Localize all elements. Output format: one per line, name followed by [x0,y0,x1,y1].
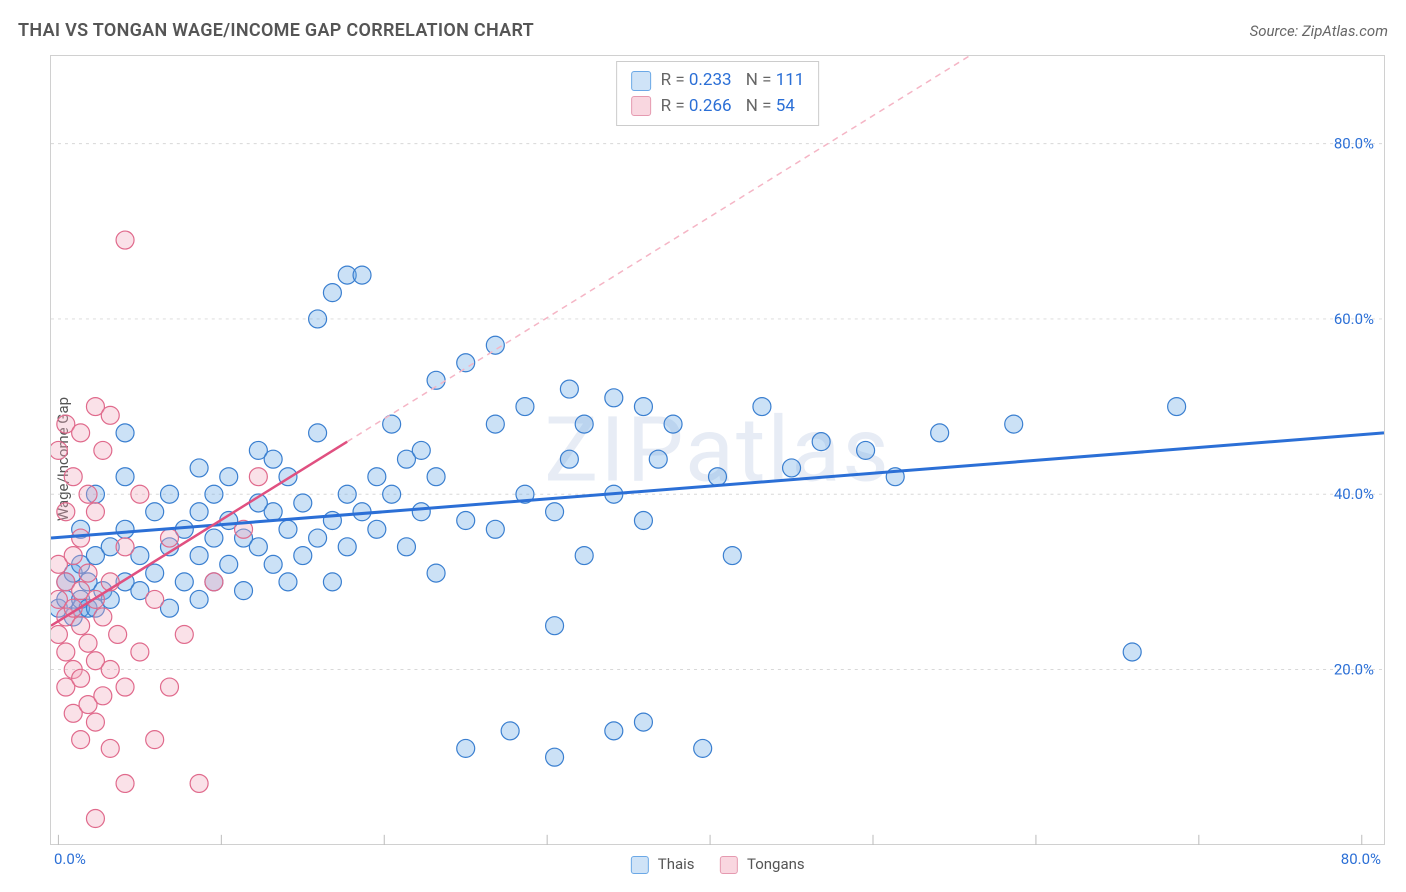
legend-label-thais: Thais [658,855,695,873]
legend-item-tongans: Tongans [720,855,805,874]
x-axis-min-label: 0.0% [54,850,86,868]
chart-area: Wage/Income Gap ZIPatlas 20.0%40.0%60.0%… [50,55,1385,845]
svg-text:20.0%: 20.0% [1334,661,1374,679]
r-value-tongans: 0.266 [689,96,732,116]
swatch-tongans [631,96,651,116]
source-attribution: Source: ZipAtlas.com [1250,22,1388,40]
x-axis-max-label: 80.0% [1341,850,1381,868]
legend-label-tongans: Tongans [747,855,805,873]
svg-text:40.0%: 40.0% [1334,485,1374,503]
stats-legend: R = 0.233 N = 111 R = 0.266 N = 54 [616,61,820,126]
n-value-tongans: 54 [776,96,795,116]
r-value-thais: 0.233 [689,70,732,90]
legend-item-thais: Thais [630,855,694,874]
n-value-thais: 111 [776,70,805,90]
page-title: THAI VS TONGAN WAGE/INCOME GAP CORRELATI… [18,20,534,41]
legend-bottom: Thais Tongans [630,847,804,874]
swatch-tongans-icon [720,856,738,874]
stats-row-thais: R = 0.233 N = 111 [631,68,805,94]
svg-text:80.0%: 80.0% [1334,135,1374,153]
svg-text:60.0%: 60.0% [1334,310,1374,328]
swatch-thais [631,71,651,91]
swatch-thais-icon [630,856,648,874]
scatter-plot: 20.0% 40.0% 60.0% 80.0% [51,56,1384,845]
stats-row-tongans: R = 0.266 N = 54 [631,94,805,120]
